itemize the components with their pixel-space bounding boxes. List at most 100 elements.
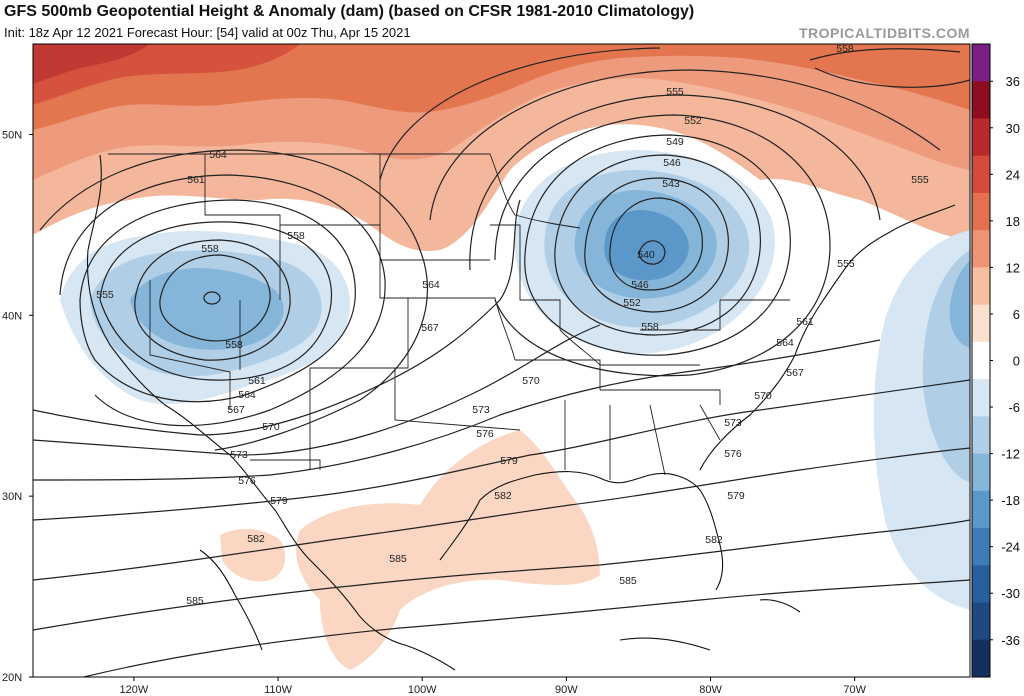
colorbar-segment — [972, 602, 990, 641]
contour-label: 579 — [727, 490, 745, 502]
contour-label: 570 — [262, 421, 280, 433]
contour-labels: 5645615585555585585615645675705735765795… — [96, 43, 929, 607]
contour-label: 570 — [522, 375, 540, 387]
contour-label: 564 — [776, 337, 794, 349]
colorbar-label: 12 — [1006, 260, 1020, 275]
contour-label: 546 — [663, 157, 681, 169]
positive-anomaly-north-5 — [33, 44, 150, 84]
colorbar-segment — [972, 639, 990, 678]
colorbar-segment — [972, 490, 990, 529]
contour-label: 576 — [724, 448, 742, 460]
lon-label: 110W — [264, 684, 293, 696]
contour-label: 564 — [209, 149, 227, 161]
colorbar-label: 30 — [1006, 121, 1020, 136]
negative-anomaly-west-3 — [130, 268, 284, 350]
lat-label: 40N — [2, 310, 22, 322]
colorbar-label: -24 — [1001, 540, 1020, 555]
colorbar-segment — [972, 453, 990, 492]
colorbar-label: -18 — [1001, 493, 1020, 508]
colorbar-segment — [972, 118, 990, 157]
colorbar-segment — [972, 44, 990, 82]
height-contours — [33, 47, 970, 677]
contour-label: 555 — [837, 258, 855, 270]
colorbar-segment — [972, 230, 990, 268]
contour-label: 567 — [227, 404, 245, 416]
anomaly-shading — [33, 44, 970, 670]
colorbar-segment — [972, 81, 990, 119]
colorbar-label: 36 — [1006, 74, 1020, 89]
contour-label: 558 — [225, 339, 243, 351]
contour-label: 573 — [472, 404, 490, 416]
colorbar-segment — [972, 416, 990, 455]
lat-label: 20N — [2, 672, 22, 684]
contour-label: 552 — [623, 297, 641, 309]
lon-label: 70W — [843, 684, 866, 696]
colorbar: 36 30 24 18 12 6 0 -6 -12 -18 -24 -30 -36 — [971, 43, 1020, 678]
colorbar-label: 18 — [1006, 214, 1020, 229]
coastlines — [86, 154, 956, 671]
contour-label: 558 — [836, 43, 854, 55]
contour-label: 576 — [476, 428, 494, 440]
contour-label: 558 — [201, 243, 219, 255]
contour-label: 567 — [786, 367, 804, 379]
contour-label: 558 — [641, 321, 659, 333]
contour-label: 579 — [500, 455, 518, 467]
colorbar-label: -30 — [1001, 586, 1020, 601]
map-title: GFS 500mb Geopotential Height & Anomaly … — [4, 3, 695, 20]
colorbar-label: -36 — [1001, 633, 1020, 648]
lat-label: 50N — [2, 129, 22, 141]
lon-label: 90W — [555, 684, 578, 696]
contour-label: 585 — [619, 575, 637, 587]
contour-label: 573 — [724, 417, 742, 429]
contour-label: 582 — [247, 533, 265, 545]
contour-label: 555 — [911, 174, 929, 186]
contour-label: 558 — [287, 230, 305, 242]
contour-label: 585 — [389, 553, 407, 565]
positive-anomaly-north-3 — [33, 44, 970, 130]
positive-anomaly-baja — [220, 528, 286, 582]
colorbar-segment — [972, 341, 990, 380]
colorbar-segment — [972, 267, 990, 306]
contour-label: 570 — [754, 390, 772, 402]
contour-label: 585 — [186, 595, 204, 607]
contour-label: 543 — [662, 178, 680, 190]
lon-labels: 120W 110W 100W 90W 80W 70W — [120, 677, 867, 696]
contour-label: 546 — [631, 279, 649, 291]
colorbar-segment — [972, 304, 990, 343]
contour-label: 561 — [187, 174, 205, 186]
colorbar-label: 6 — [1013, 307, 1020, 322]
contour-label: 555 — [96, 289, 114, 301]
colorbar-segment — [972, 528, 990, 566]
colorbar-label: 24 — [1006, 167, 1020, 182]
lon-label: 80W — [699, 684, 722, 696]
contour-label: 564 — [422, 279, 440, 291]
state-borders — [108, 153, 790, 480]
contour-label: 561 — [796, 316, 814, 328]
contour-label: 582 — [494, 490, 512, 502]
colorbar-label: -6 — [1008, 400, 1020, 415]
contour-label: 579 — [270, 495, 288, 507]
lat-labels: 20N 30N 40N 50N — [2, 129, 33, 684]
brand-watermark: TROPICALTIDBITS.COM — [798, 25, 970, 41]
colorbar-segment — [972, 379, 990, 417]
contour-label: 561 — [248, 375, 266, 387]
contour-label: 564 — [238, 389, 256, 401]
contour-label: 567 — [421, 322, 439, 334]
contour-label: 552 — [684, 115, 702, 127]
map-frame — [32, 43, 971, 678]
contour-label: 540 — [637, 249, 655, 261]
lon-label: 120W — [120, 684, 149, 696]
contour-label: 549 — [666, 136, 684, 148]
negative-anomaly-lakes-4 — [604, 210, 689, 281]
colorbar-label: -12 — [1001, 447, 1020, 462]
contour-label: 555 — [666, 86, 684, 98]
colorbar-segment — [972, 155, 990, 194]
colorbar-segment — [972, 565, 990, 604]
lat-label: 30N — [2, 491, 22, 503]
map-subtitle: Init: 18z Apr 12 2021 Forecast Hour: [54… — [4, 25, 411, 40]
contour-label: 573 — [230, 449, 248, 461]
colorbar-segment — [972, 192, 990, 231]
colorbar-label: 0 — [1013, 354, 1020, 369]
contour-label: 576 — [238, 475, 256, 487]
